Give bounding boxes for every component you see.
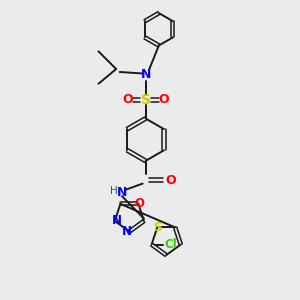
Text: Cl: Cl	[164, 238, 177, 251]
Text: H: H	[110, 186, 118, 196]
Text: S: S	[141, 93, 151, 107]
Text: N: N	[117, 186, 127, 199]
Text: O: O	[158, 93, 169, 106]
Text: S: S	[153, 221, 161, 234]
Text: O: O	[122, 93, 133, 106]
Text: N: N	[122, 225, 132, 238]
Text: N: N	[112, 214, 122, 227]
Text: O: O	[165, 173, 176, 187]
Text: N: N	[140, 68, 151, 81]
Text: O: O	[135, 197, 145, 210]
